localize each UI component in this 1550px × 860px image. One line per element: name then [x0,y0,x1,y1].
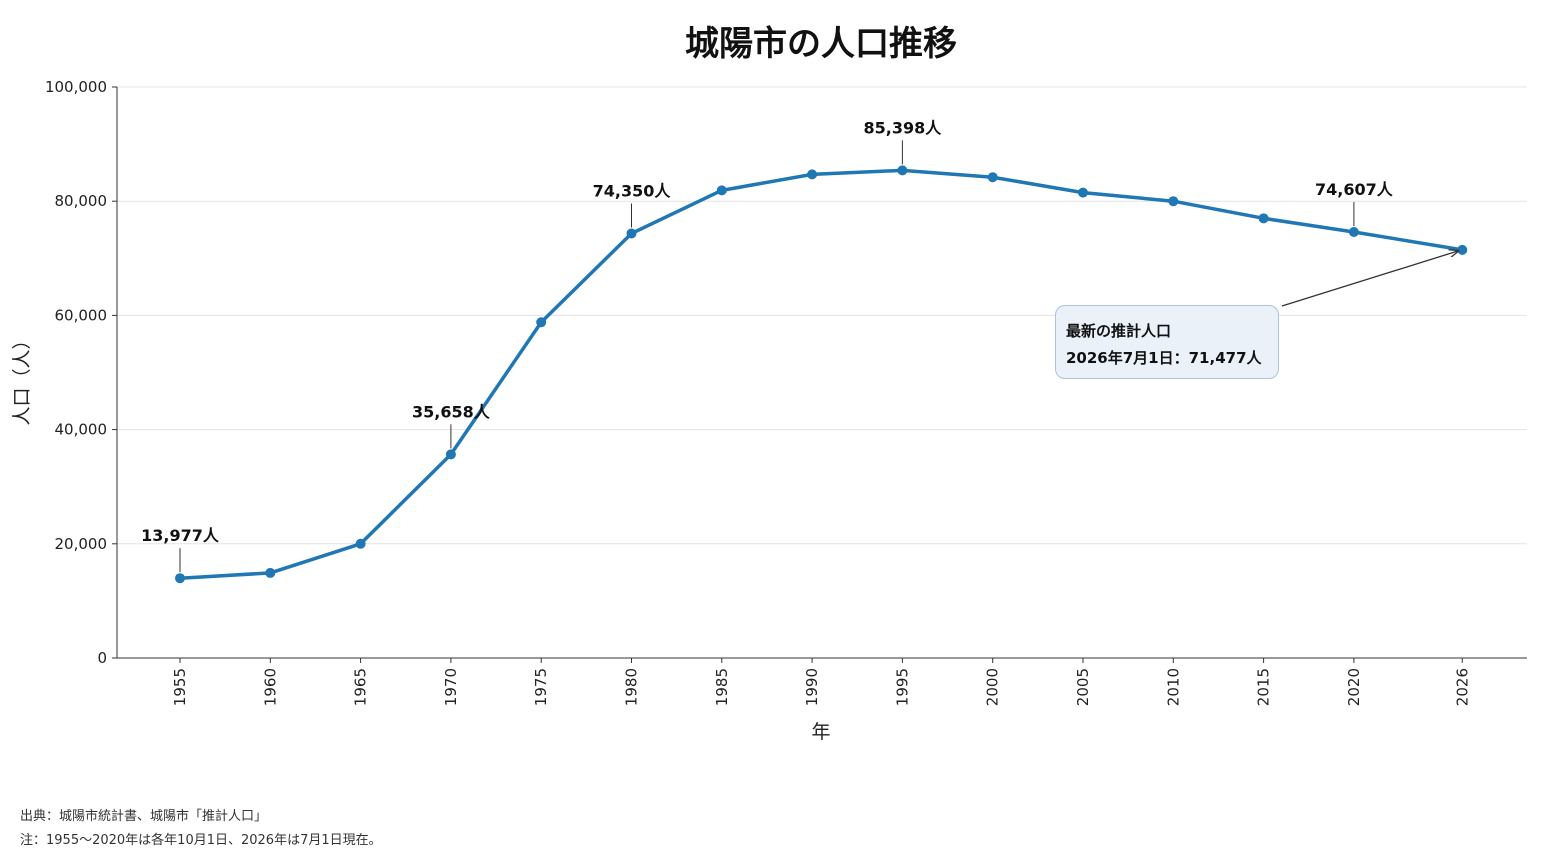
x-tick-label: 2015 [1255,668,1273,706]
x-tick-label: 2000 [984,668,1002,706]
source-note: 出典：城陽市統計書、城陽市「推計人口」 [20,809,268,824]
y-tick-label: 60,000 [55,306,108,324]
series [175,165,1468,584]
x-tick-label: 1995 [893,668,911,706]
x-tick-label: 2005 [1074,668,1092,706]
chart-title: 城陽市の人口推移 [685,24,957,64]
callout-title: 最新の推計人口 [1066,322,1172,340]
x-ticks: 1955 1960 1965 1970 1975 1980 1985 1990 1995 2000… [171,658,1471,706]
data-point [355,538,366,549]
y-tick-label: 100,000 [45,78,107,96]
data-point [265,567,276,578]
x-tick-label: 1970 [442,668,460,706]
data-label: 74,350人 [593,181,672,200]
x-tick-label: 1990 [803,668,821,706]
y-tick-label: 40,000 [55,421,108,439]
callout-arrow [1281,251,1458,307]
data-point [1348,226,1359,237]
y-ticks: 0 20,000 40,000 60,000 80,000 100,000 [45,78,117,667]
y-tick-label: 80,000 [55,192,108,210]
x-tick-label: 2010 [1164,668,1182,706]
x-tick-label: 1980 [623,668,641,706]
data-point [1078,187,1088,198]
y-tick-label: 0 [97,649,107,667]
footnote: 注：1955〜2020年は各年10月1日、2026年は7月1日現在。 [20,833,382,848]
x-tick-label: 1955 [171,668,189,706]
data-point [987,172,998,183]
x-axis-title: 年 [811,721,830,743]
data-label: 35,658人 [412,402,491,421]
x-tick-label: 1960 [261,668,279,706]
x-tick-label: 2026 [1453,668,1471,706]
x-tick-label: 1975 [532,668,550,706]
y-tick-label: 20,000 [55,535,108,553]
data-point [897,165,908,176]
data-point [445,449,456,460]
x-tick-label: 2020 [1345,668,1363,706]
axes [116,87,1527,659]
data-point [626,228,637,239]
data-point [1168,196,1179,207]
x-tick-label: 1965 [352,668,370,706]
data-label: 13,977人 [141,526,220,545]
y-axis-title: 人口（人） [11,330,33,425]
callout-value: 2026年7月1日：71,477人 [1066,349,1262,367]
data-point [175,573,185,584]
data-label: 85,398人 [864,118,943,137]
latest-estimate-callout: 最新の推計人口 2026年7月1日：71,477人 [1055,305,1279,379]
grid [117,86,1527,545]
data-point [716,185,727,196]
data-labels: 13,977人 35,658人 74,350人 85,398人 74,607人 [141,118,1394,573]
data-point [807,169,818,180]
data-point [1457,244,1468,255]
x-tick-label: 1985 [713,668,731,706]
data-label: 74,607人 [1315,180,1394,199]
data-point [536,317,547,328]
data-point [1258,213,1269,224]
